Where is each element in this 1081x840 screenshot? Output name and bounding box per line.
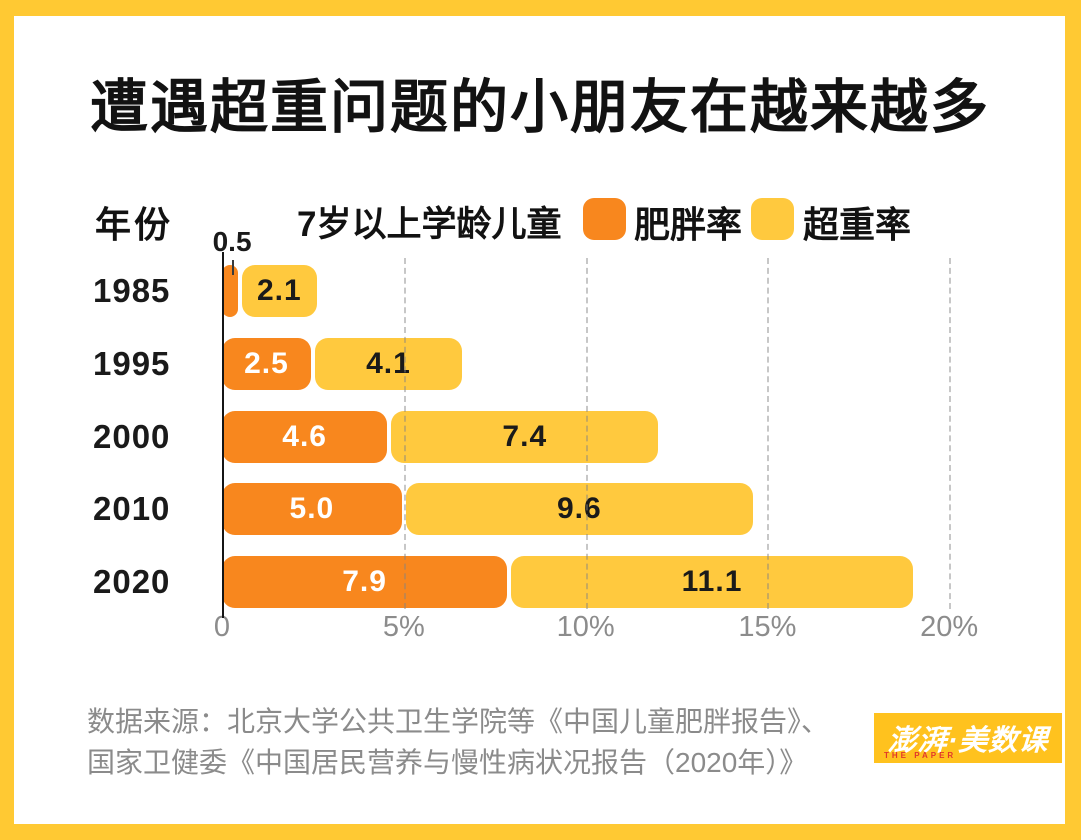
x-tick-label-15pct: 15% [738, 611, 797, 643]
gridline-15pct [767, 258, 770, 609]
y-axis-line [222, 252, 224, 618]
legend-label-overweight: 超重率 [803, 204, 912, 245]
row-label-1995: 1995 [93, 344, 171, 382]
row-label-2020: 2020 [93, 563, 171, 600]
gridline-10pct [585, 258, 588, 609]
legend-swatch-overweight [751, 198, 794, 240]
callout-value-label: 0.5 [212, 226, 252, 257]
legend-swatch-obesity [583, 198, 626, 240]
bar-overweight-2020: 11.1 [511, 556, 913, 608]
x-tick-label-0: 0 [213, 611, 231, 643]
row-label-1985: 1985 [93, 272, 171, 309]
bar-obesity-2000: 4.6 [222, 410, 388, 463]
bar-overweight-1995: 4.1 [314, 337, 462, 390]
bar-obesity-2020: 7.9 [222, 556, 508, 608]
legend-group-label: 7岁以上学龄儿童 [297, 205, 562, 244]
y-axis-title: 年份 [95, 204, 174, 245]
publisher-logo: 澎湃·美数课 THE PAPER [874, 713, 1062, 763]
bar-overweight-1985: 2.1 [242, 265, 317, 317]
bar-value-label: 7.4 [502, 419, 548, 453]
bar-value-label: 4.6 [282, 419, 327, 453]
bar-value-label: 2.1 [256, 274, 302, 307]
bar-value-label: 7.9 [342, 565, 387, 598]
bar-overweight-2010: 9.6 [405, 483, 753, 536]
bar-obesity-2010: 5.0 [222, 483, 402, 536]
legend-label-obesity: 肥胖率 [634, 204, 743, 245]
bar-value-label: 9.6 [556, 492, 602, 526]
bar-obesity-1995: 2.5 [222, 337, 311, 390]
x-tick-label-5pct: 5% [382, 611, 425, 643]
source-line-2: 国家卫健委《中国居民营养与慢性病状况报告（2020年）》 [87, 747, 808, 778]
gridline-5pct [403, 258, 406, 609]
source-line-1: 数据来源：北京大学公共卫生学院等《中国儿童肥胖报告》、 [87, 706, 830, 737]
bar-value-label: 11.1 [681, 565, 743, 598]
bar-value-label: 4.1 [366, 346, 411, 380]
bar-obesity-1985 [222, 265, 239, 317]
gridline-20pct [949, 258, 952, 609]
page-title: 遭遇超重问题的小朋友在越来越多 [90, 75, 991, 140]
logo-subtext: THE PAPER [884, 751, 957, 760]
bar-value-label: 2.5 [244, 346, 289, 380]
row-label-2010: 2010 [93, 490, 171, 528]
callout-tick [232, 260, 235, 275]
x-tick-label-10pct: 10% [556, 611, 615, 643]
bar-overweight-2000: 7.4 [391, 410, 659, 463]
x-tick-label-20pct: 20% [920, 611, 979, 643]
bar-value-label: 5.0 [289, 492, 335, 526]
row-label-2000: 2000 [93, 417, 171, 455]
